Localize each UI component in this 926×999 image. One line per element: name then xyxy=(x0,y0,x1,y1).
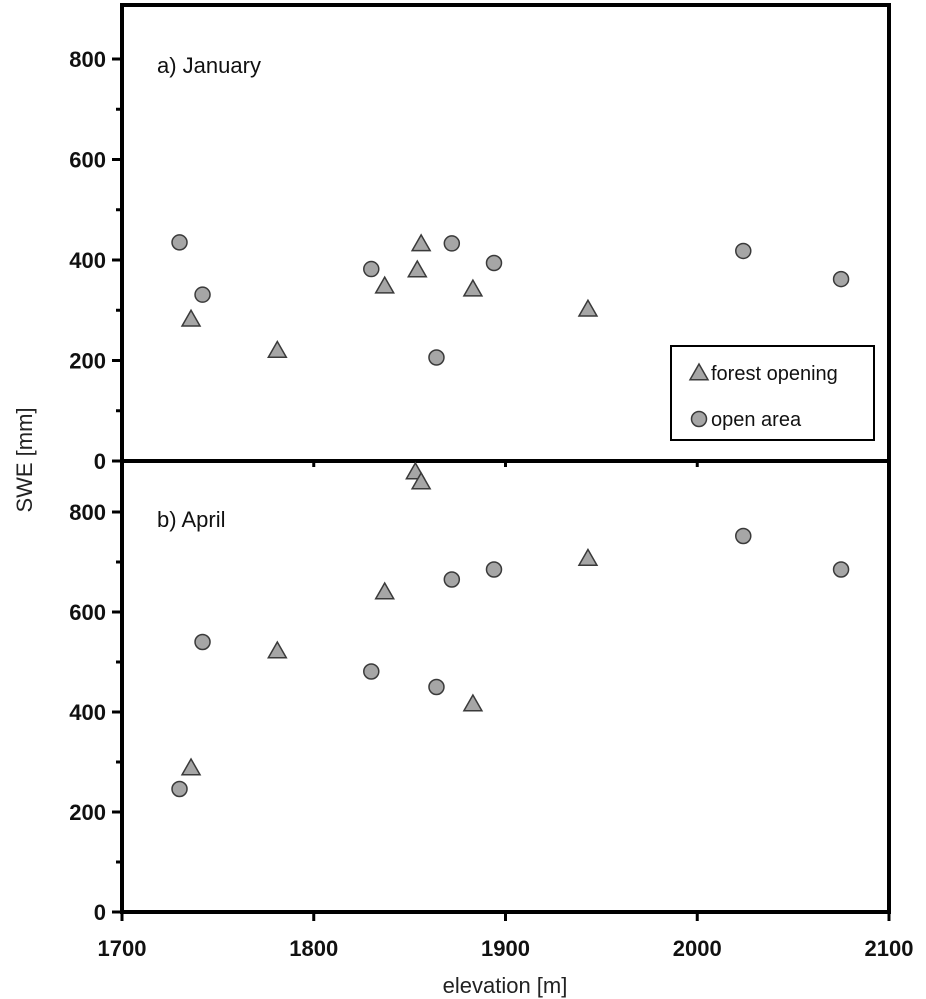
open-area-point-april xyxy=(832,561,850,578)
open-area-point-january xyxy=(194,286,211,303)
y-tick-label-april: 200 xyxy=(69,800,106,825)
forest-opening-point-april xyxy=(410,471,432,490)
x-tick-label: 1700 xyxy=(98,936,147,961)
forest-opening-point-april xyxy=(267,640,288,659)
plot-frame-april xyxy=(120,459,891,914)
panel-label-april: b) April xyxy=(157,507,225,532)
open-area-point-april xyxy=(735,527,752,545)
x-tick-label: 2100 xyxy=(865,936,914,961)
panel-label-january: a) January xyxy=(157,53,261,78)
open-area-point-april xyxy=(443,571,461,588)
x-tick-label: 2000 xyxy=(673,936,722,961)
y-tick-label-january: 600 xyxy=(69,148,106,173)
open-area-point-january xyxy=(832,270,850,288)
forest-opening-point-january xyxy=(267,339,288,358)
open-area-point-january xyxy=(443,235,461,252)
legend-marker-forest-opening xyxy=(688,362,710,381)
open-area-point-january xyxy=(171,234,188,251)
y-tick-label-january: 400 xyxy=(69,248,106,273)
y-tick-label-april: 400 xyxy=(69,700,106,725)
y-tick-label-january: 0 xyxy=(94,449,106,474)
y-tick-label-april: 800 xyxy=(69,500,106,525)
open-area-point-april xyxy=(363,663,380,680)
legend-marker-open-area xyxy=(690,410,708,428)
open-area-point-january xyxy=(485,254,503,272)
forest-opening-point-january xyxy=(407,259,428,278)
forest-opening-point-january xyxy=(462,278,484,297)
legend: forest opening open area xyxy=(670,345,875,441)
forest-opening-point-april xyxy=(180,757,202,776)
x-axis-title: elevation [m] xyxy=(443,973,568,998)
open-area-point-april xyxy=(428,678,445,696)
legend-label: forest opening xyxy=(711,363,838,385)
x-axis: 1700 1800 1900 2000 2100 xyxy=(98,461,914,961)
y-tick-label-april: 600 xyxy=(69,600,106,625)
x-tick-label: 1900 xyxy=(481,936,530,961)
open-area-point-april xyxy=(171,780,188,798)
forest-opening-point-january xyxy=(577,298,599,317)
open-area-point-april xyxy=(485,561,503,578)
x-tick-label: 1800 xyxy=(289,936,338,961)
open-area-point-april xyxy=(194,633,211,651)
forest-opening-point-january xyxy=(374,275,395,294)
forest-opening-point-april xyxy=(462,693,484,712)
forest-opening-point-january xyxy=(410,233,432,252)
forest-opening-point-january xyxy=(180,308,202,327)
y-tick-label-april: 0 xyxy=(94,900,106,925)
y-tick-label-january: 200 xyxy=(69,349,106,374)
open-area-point-january xyxy=(428,349,445,366)
y-axis-title: SWE [mm] xyxy=(12,407,37,512)
open-area-point-january xyxy=(735,242,752,260)
forest-opening-point-april xyxy=(374,581,395,600)
forest-opening-point-april xyxy=(577,547,599,566)
y-tick-label-january: 800 xyxy=(69,47,106,72)
panel-april: 0 200 400 600 800 b) April xyxy=(69,459,891,925)
legend-label: open area xyxy=(711,409,802,431)
open-area-point-january xyxy=(363,260,380,278)
